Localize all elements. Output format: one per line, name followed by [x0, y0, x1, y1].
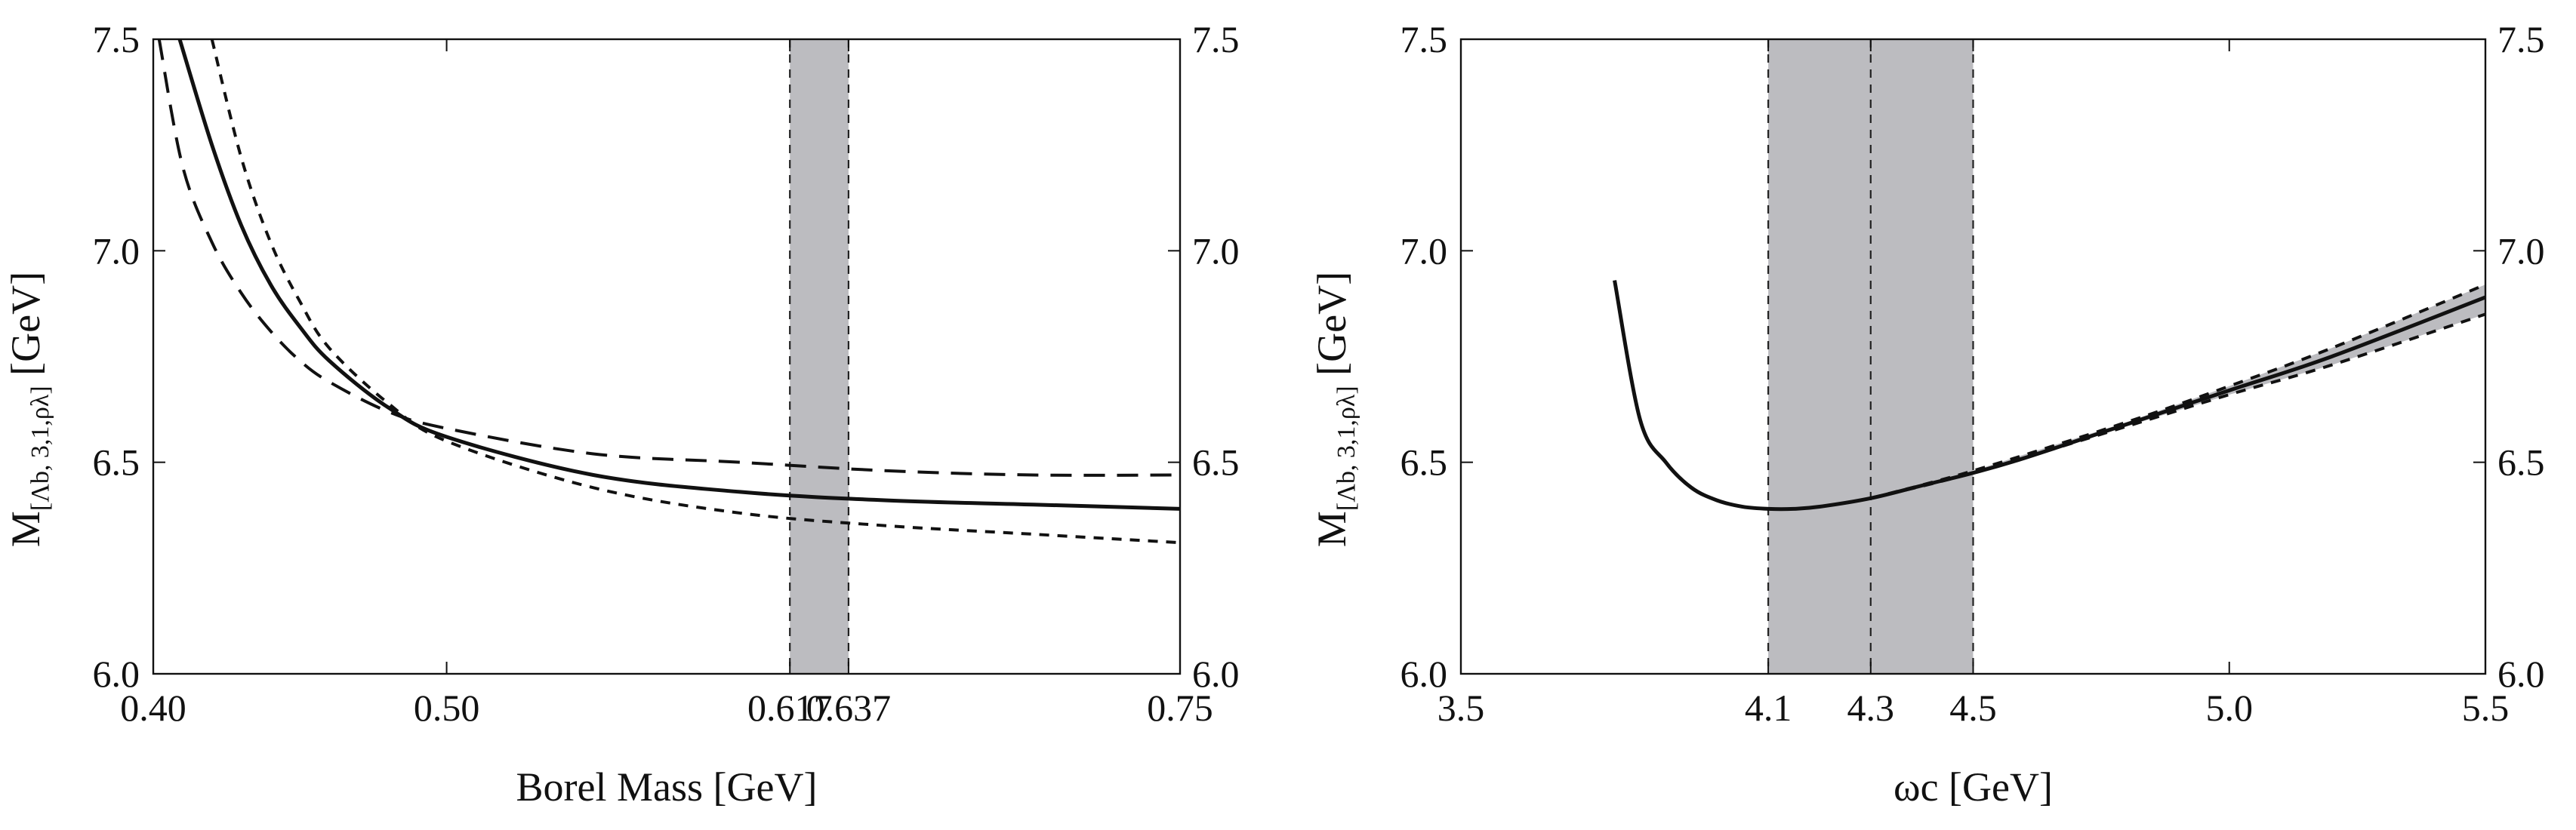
series-line-long-dashed [157, 39, 1180, 477]
x-tick-label: 4.1 [1745, 687, 1792, 729]
x-tick-label: 5.5 [2462, 687, 2510, 729]
y-tick-label-right: 7.0 [1192, 229, 1240, 272]
y-tick-label-right: 7.0 [2497, 229, 2545, 272]
band-region [790, 39, 849, 674]
series-line-solid [177, 39, 1180, 511]
plot-frame [152, 38, 1182, 675]
right-chart-panel: 3.5 4.1 4.3 4.5 5.0 5.56.0 6.06.5 6.57.0 7.07.5 7… [1309, 18, 2545, 810]
series-line-solid [1613, 280, 2485, 512]
x-tick-label: 0.637 [806, 687, 892, 729]
x-axis-label: ωc [GeV] [1893, 764, 2053, 810]
y-tick-label-right: 7.5 [1192, 18, 1240, 60]
x-tick-label: 0.50 [414, 687, 480, 729]
y-tick-label-right: 6.5 [2497, 441, 2545, 484]
x-tick-label: 4.5 [1949, 687, 1997, 729]
y-tick-label: 6.5 [1400, 441, 1448, 484]
y-tick-label-right: 6.0 [1192, 653, 1240, 695]
y-tick-label: 7.0 [1400, 229, 1448, 272]
y-tick-label-right: 6.5 [1192, 441, 1240, 484]
y-tick-label: 7.5 [1400, 18, 1448, 60]
y-tick-label: 6.0 [1400, 653, 1448, 695]
x-tick-label: 4.3 [1847, 687, 1895, 729]
x-tick-label: 5.0 [2206, 687, 2254, 729]
x-tick-label: 0.75 [1147, 687, 1213, 729]
x-tick-label: 0.40 [120, 687, 186, 729]
series-line-short-dashed [1870, 283, 2485, 500]
y-tick-label: 6.5 [93, 441, 140, 484]
x-axis-label: Borel Mass [GeV] [516, 764, 818, 810]
y-tick-label: 6.0 [93, 653, 140, 695]
y-axis-label: M[Λb, 3,1,ρλ] [GeV] [3, 272, 54, 547]
y-axis-label: M[Λb, 3,1,ρλ] [GeV] [1309, 272, 1360, 547]
x-tick-label: 0.617 [747, 687, 833, 729]
y-tick-label-right: 6.0 [2497, 653, 2545, 695]
x-tick-label: 3.5 [1437, 687, 1485, 729]
series-line-short-dashed [210, 39, 1180, 545]
y-tick-label: 7.5 [93, 18, 140, 60]
y-tick-label-right: 7.5 [2497, 18, 2545, 60]
y-tick-label: 7.0 [93, 229, 140, 272]
series-line-short-dashed [1870, 312, 2485, 500]
